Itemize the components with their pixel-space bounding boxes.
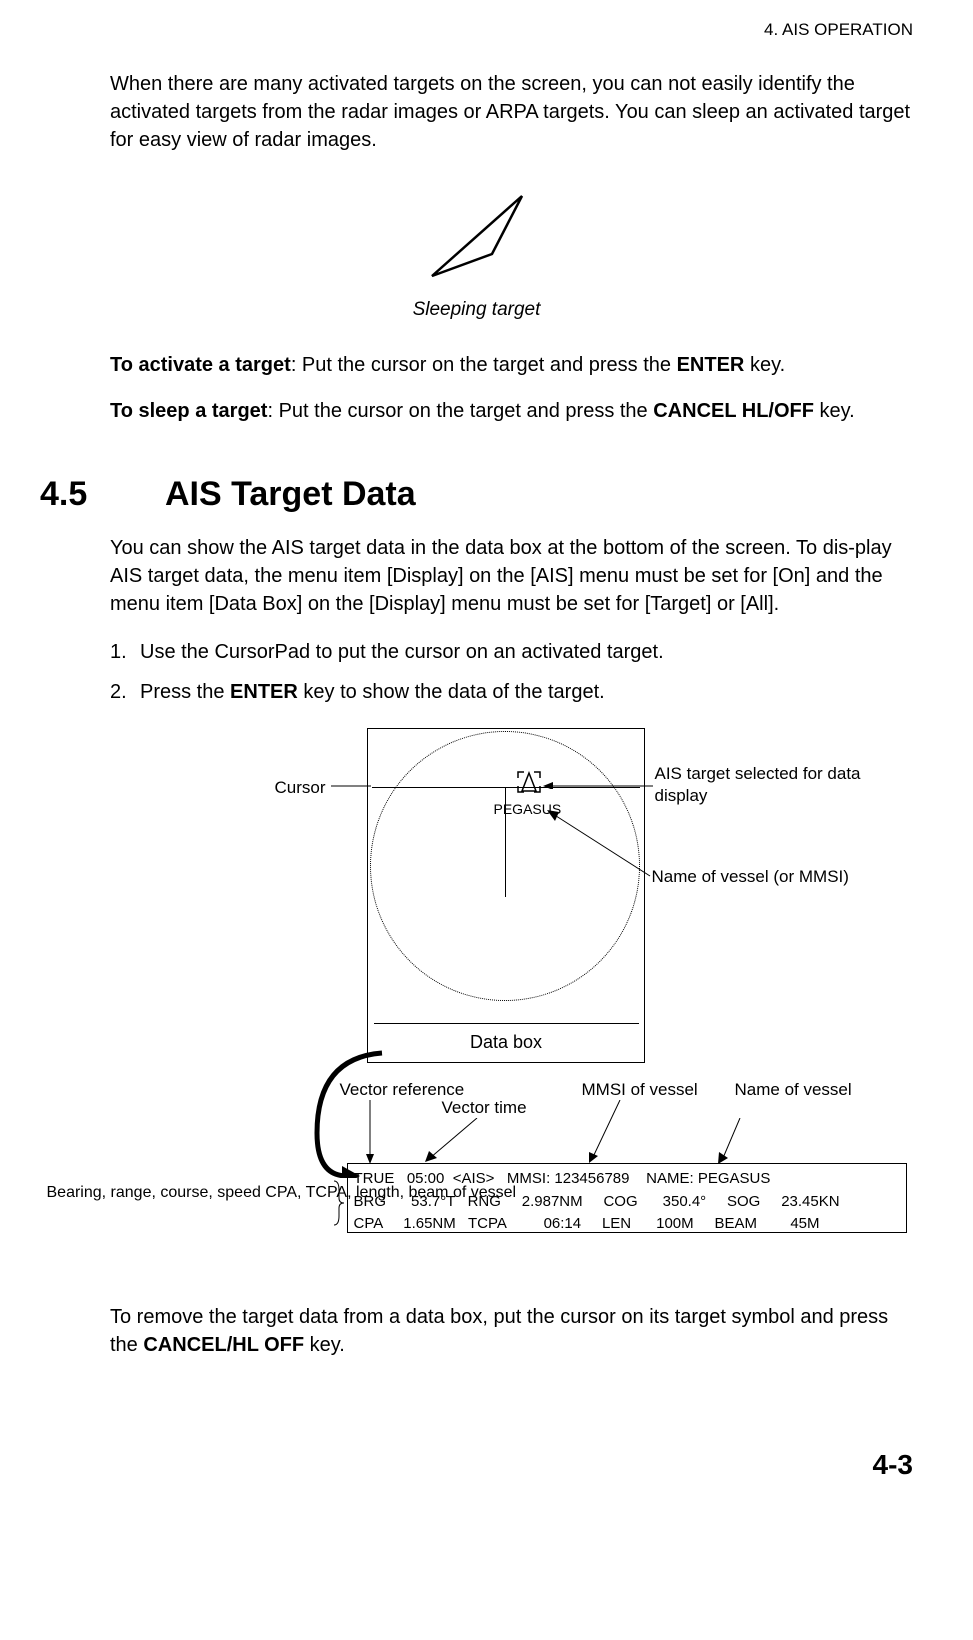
section-paragraph: You can show the AIS target data in the …: [110, 534, 913, 618]
section-title: AIS Target Data: [165, 475, 416, 514]
mmsi-callout: MMSI of vessel: [582, 1080, 698, 1100]
enter-key: ENTER: [677, 354, 745, 376]
curve-arrow-icon: [312, 1048, 387, 1178]
section-number: 4.5: [40, 475, 165, 514]
ais-diagram: PEGASUS Data box Cursor AIS target selec…: [47, 728, 907, 1283]
step-text: Press the ENTER key to show the data of …: [140, 676, 913, 708]
sleep-text: : Put the cursor on the target and press…: [267, 400, 653, 422]
steps-list: 1. Use the CursorPad to put the cursor o…: [110, 636, 913, 708]
sleep-suffix: key.: [814, 400, 855, 422]
cursor-callout: Cursor: [275, 778, 326, 798]
sleeping-target-caption: Sleeping target: [40, 299, 913, 321]
chapter-header: 4. AIS OPERATION: [40, 20, 913, 40]
arrow-line: [585, 1100, 630, 1165]
activate-instruction: To activate a target: Put the cursor on …: [110, 351, 913, 379]
arrow-line: [545, 808, 655, 883]
enter-key: ENTER: [230, 681, 298, 703]
name-vessel-callout: Name of vessel (or MMSI): [652, 866, 849, 888]
ais-target-callout: AIS target selected for data display: [655, 763, 907, 807]
page-number: 4-3: [40, 1449, 913, 1481]
brace-icon: [332, 1178, 347, 1228]
step-2: 2. Press the ENTER key to show the data …: [110, 676, 913, 708]
arrow-line: [715, 1118, 745, 1166]
vector-time-callout: Vector time: [442, 1098, 527, 1118]
activate-text: : Put the cursor on the target and press…: [291, 354, 677, 376]
arrow-line: [543, 777, 655, 789]
intro-paragraph: When there are many activated targets on…: [110, 70, 913, 154]
step-1: 1. Use the CursorPad to put the cursor o…: [110, 636, 913, 668]
section-heading: 4.5 AIS Target Data: [40, 475, 913, 514]
name-of-vessel-callout: Name of vessel: [735, 1080, 852, 1100]
sleep-instruction: To sleep a target: Put the cursor on the…: [110, 397, 913, 425]
cancel-key: CANCEL HL/OFF: [653, 400, 814, 422]
cancel-key: CANCEL/HL OFF: [143, 1334, 304, 1356]
activate-label: To activate a target: [110, 354, 291, 376]
sleep-label: To sleep a target: [110, 400, 267, 422]
activate-suffix: key.: [744, 354, 785, 376]
data-box-area: Data box: [374, 1023, 639, 1061]
ais-target-icon: [520, 771, 538, 793]
arrow-line: [331, 785, 371, 787]
step-number: 1.: [110, 636, 140, 668]
sleeping-target-figure: Sleeping target: [40, 184, 913, 321]
data-box-content: TRUE 05:00 <AIS> MMSI: 123456789 NAME: P…: [347, 1163, 907, 1233]
step-number: 2.: [110, 676, 140, 708]
arrow-line: [422, 1118, 482, 1166]
sleeping-target-icon: [407, 184, 547, 284]
footer-paragraph: To remove the target data from a data bo…: [110, 1303, 913, 1359]
step-text: Use the CursorPad to put the cursor on a…: [140, 636, 913, 668]
